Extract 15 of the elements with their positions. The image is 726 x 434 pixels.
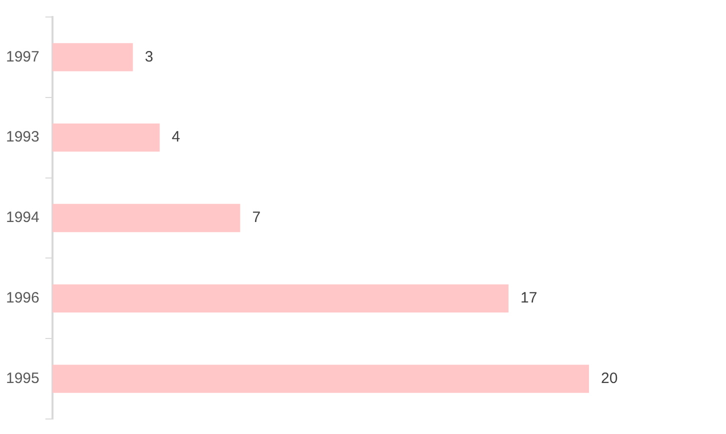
y-tick-label: 1993	[6, 128, 40, 146]
data-label: 17	[520, 290, 538, 307]
y-tick-label: 1997	[6, 48, 40, 66]
bar	[52, 364, 589, 393]
data-label: 20	[601, 370, 618, 387]
bar	[52, 124, 160, 152]
bar	[52, 43, 133, 72]
bar	[52, 284, 509, 312]
data-label: 7	[252, 209, 261, 226]
data-label: 3	[144, 48, 154, 66]
y-tick-label: 1995	[6, 370, 40, 387]
data-label: 4	[172, 128, 180, 146]
y-tick-label: 1994	[6, 209, 40, 226]
y-tick-label: 1996	[6, 290, 40, 307]
bar	[52, 204, 240, 232]
